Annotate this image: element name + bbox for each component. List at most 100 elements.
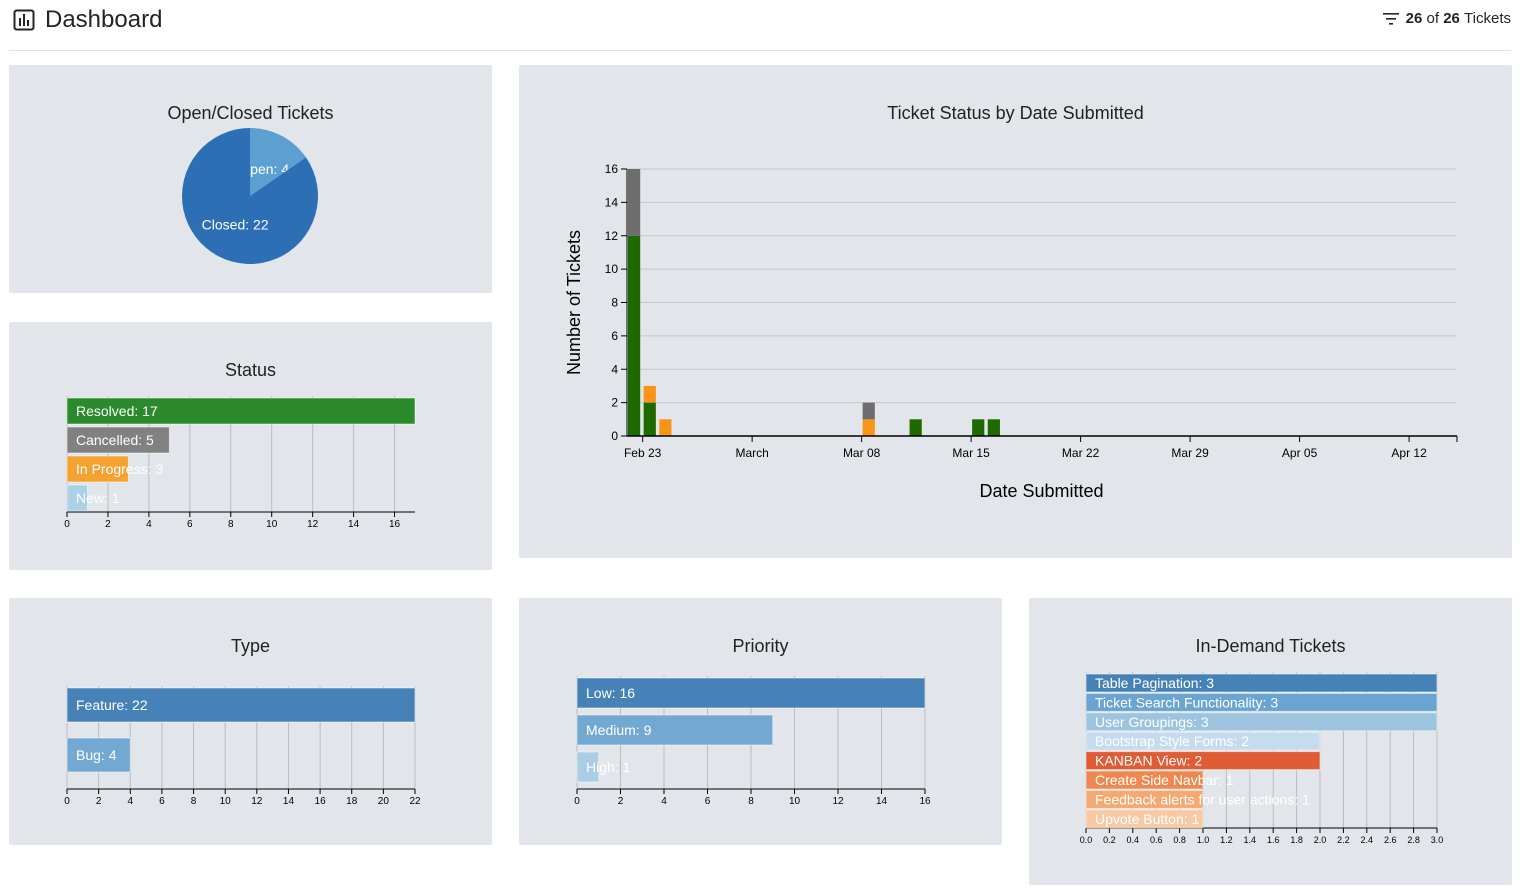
tick-label: 4 bbox=[127, 796, 133, 807]
tick-label: 14 bbox=[348, 519, 360, 530]
tick-label: 6 bbox=[159, 796, 165, 807]
bar-in-progress-day-1 bbox=[643, 385, 656, 403]
bar-high-1 bbox=[576, 751, 600, 783]
bar-resolved-day-23 bbox=[987, 419, 1000, 436]
tick-label: 8 bbox=[748, 796, 754, 807]
tick-label: 8 bbox=[191, 796, 197, 807]
x-tick-label: Apr 12 bbox=[1391, 446, 1427, 460]
open-closed-card: Open/Closed Tickets Open: 4 Closed: 22 bbox=[9, 65, 492, 293]
y-axis-title: Number of Tickets bbox=[564, 230, 584, 375]
tick-label: 0.8 bbox=[1173, 835, 1186, 845]
open-closed-title: Open/Closed Tickets bbox=[167, 103, 334, 123]
bar-ticket-search-functionality-3 bbox=[1085, 692, 1438, 712]
y-tick-label: 8 bbox=[611, 296, 618, 310]
tick-label: 22 bbox=[409, 796, 421, 807]
tick-label: 0 bbox=[574, 796, 580, 807]
bar-bug-4 bbox=[66, 737, 131, 773]
bar-label-feedback-alerts-for-user-actions-1: Feedback alerts for user actions: 1 bbox=[1095, 791, 1310, 807]
y-tick-label: 16 bbox=[605, 162, 619, 176]
x-tick-label: March bbox=[735, 446, 768, 460]
bar-user-groupings-3 bbox=[1085, 712, 1438, 732]
open-closed-pie-chart: Open: 4 Closed: 22 bbox=[181, 128, 318, 264]
tick-label: 0.4 bbox=[1127, 835, 1140, 845]
x-tick-label: Apr 05 bbox=[1282, 446, 1318, 460]
priority-card: Priority 0 2 4 6 8 10 12 14 16 Low: 16 Medium: 9 Hi… bbox=[519, 598, 1002, 845]
x-tick-label: Mar 22 bbox=[1062, 446, 1100, 460]
tick-label: 2 bbox=[105, 519, 111, 530]
tickets-word: Tickets bbox=[1464, 10, 1511, 27]
bar-in-progress-day-2 bbox=[659, 419, 672, 436]
tick-label: 12 bbox=[832, 796, 844, 807]
bar-cancelled-day-15 bbox=[862, 402, 875, 420]
bar-label-new-1: New: 1 bbox=[76, 490, 120, 506]
shown-count: 26 bbox=[1405, 10, 1423, 27]
bar-label-user-groupings-3: User Groupings: 3 bbox=[1095, 714, 1209, 730]
tick-label: 16 bbox=[919, 796, 931, 807]
tick-label: 4 bbox=[661, 796, 667, 807]
bar-new-1 bbox=[66, 484, 88, 512]
bar-resolved-17 bbox=[66, 397, 416, 425]
type-card: Type 0 2 4 6 8 10 12 14 16 18 20 22 Feature: 22 Bug: … bbox=[9, 598, 492, 845]
tick-label: 4 bbox=[146, 519, 152, 530]
bar-kanban-view-2 bbox=[1085, 751, 1321, 771]
filter-icon[interactable] bbox=[1382, 11, 1400, 27]
tick-label: 10 bbox=[220, 796, 232, 807]
tick-label: 0.2 bbox=[1103, 835, 1116, 845]
tick-label: 3.0 bbox=[1431, 835, 1444, 845]
tick-label: 2.4 bbox=[1361, 835, 1374, 845]
status-card: Status 0 2 4 6 8 10 12 14 16 Resolved: 17 Cancelle… bbox=[9, 322, 492, 570]
tick-label: 10 bbox=[789, 796, 801, 807]
tick-label: 6 bbox=[187, 519, 193, 530]
bar-low-16 bbox=[576, 677, 926, 709]
y-tick-label: 0 bbox=[611, 429, 618, 443]
timeline-title: Ticket Status by Date Submitted bbox=[887, 103, 1144, 123]
tick-label: 14 bbox=[283, 796, 295, 807]
tick-label: 18 bbox=[346, 796, 358, 807]
bar-feature-22 bbox=[66, 687, 416, 723]
bar-label-in-progress-3: In Progress: 3 bbox=[76, 461, 163, 477]
pie-label-open: Open: 4 bbox=[239, 161, 289, 177]
tick-label: 20 bbox=[378, 796, 390, 807]
bar-label-resolved-17: Resolved: 17 bbox=[76, 403, 158, 419]
bar-resolved-day-0 bbox=[628, 235, 641, 436]
type-title: Type bbox=[230, 636, 271, 656]
bar-label-high-1: High: 1 bbox=[586, 759, 631, 775]
tick-label: 16 bbox=[389, 519, 401, 530]
tick-label: 0.0 bbox=[1080, 835, 1093, 845]
tick-label: 0 bbox=[64, 519, 70, 530]
bar-upvote-button-1 bbox=[1085, 809, 1204, 829]
bar-label-bug-4: Bug: 4 bbox=[76, 747, 117, 763]
tick-label: 16 bbox=[315, 796, 327, 807]
tick-label: 2.0 bbox=[1314, 835, 1327, 845]
tick-label: 1.6 bbox=[1267, 835, 1280, 845]
x-tick-label: Mar 29 bbox=[1171, 446, 1209, 460]
ticket-filter[interactable]: 26 of 26 Tickets bbox=[1382, 8, 1511, 30]
x-tick-label: Mar 15 bbox=[952, 446, 990, 460]
tick-label: 1.8 bbox=[1290, 835, 1303, 845]
tick-label: 12 bbox=[307, 519, 319, 530]
tick-label: 14 bbox=[876, 796, 888, 807]
tick-label: 0.6 bbox=[1150, 835, 1163, 845]
y-tick-label: 10 bbox=[605, 262, 619, 276]
pie-label-closed: Closed: 22 bbox=[202, 216, 269, 232]
tick-label: 12 bbox=[251, 796, 263, 807]
timeline-card: Ticket Status by Date Submitted 0 2 4 6 8 10 1… bbox=[519, 65, 1512, 558]
bar-resolved-day-18 bbox=[909, 419, 922, 436]
status-bar-chart: 0 2 4 6 8 10 12 14 16 Resolved: 17 Cancelled: 5 In … bbox=[64, 396, 416, 530]
bar-label-medium-9: Medium: 9 bbox=[586, 722, 652, 738]
pie-slice-open bbox=[250, 128, 306, 196]
tick-label: 2.8 bbox=[1407, 835, 1420, 845]
page-header: Dashboard 26 of 26 Tickets bbox=[9, 0, 1511, 51]
pie-slice-closed bbox=[181, 128, 318, 264]
bar-create-side-navbar-1 bbox=[1085, 770, 1204, 790]
tick-label: 8 bbox=[228, 519, 234, 530]
tick-label: 2.6 bbox=[1384, 835, 1397, 845]
y-tick-label: 6 bbox=[611, 329, 618, 343]
tick-label: 0 bbox=[64, 796, 70, 807]
total-count: 26 bbox=[1443, 10, 1460, 27]
tick-label: 10 bbox=[266, 519, 278, 530]
bar-table-pagination-3 bbox=[1085, 673, 1438, 693]
y-tick-label: 2 bbox=[611, 396, 618, 410]
tick-label: 2 bbox=[618, 796, 624, 807]
y-tick-label: 14 bbox=[605, 195, 619, 209]
